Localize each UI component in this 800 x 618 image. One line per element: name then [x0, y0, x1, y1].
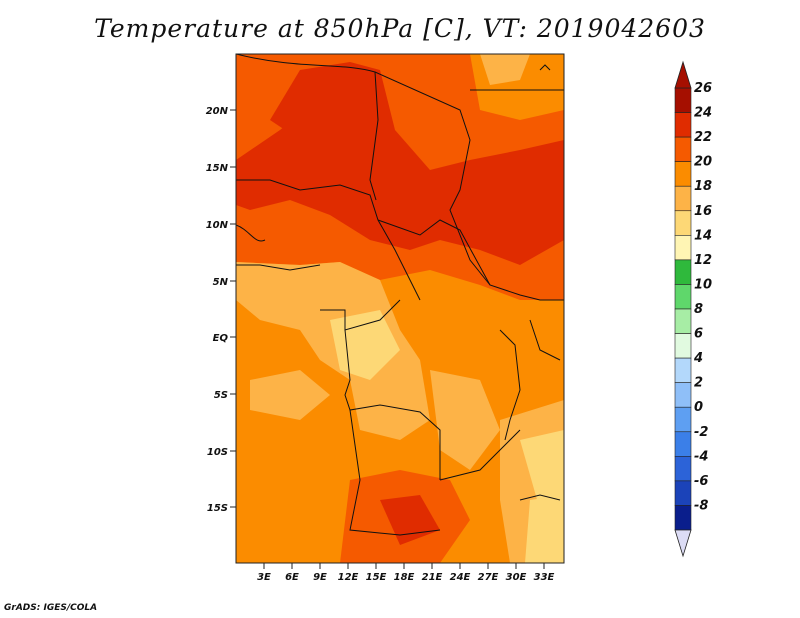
colorbar-segment — [674, 284, 692, 310]
colorbar-segment — [674, 259, 692, 285]
colorbar-label: 6 — [694, 327, 703, 342]
temperature-map — [236, 54, 564, 563]
latitude-axis — [230, 109, 236, 508]
lon-label-33e: 33E — [534, 572, 555, 583]
colorbar-label: 0 — [694, 400, 703, 415]
lon-label-12e: 12E — [338, 572, 359, 583]
colorbar-segment — [674, 382, 692, 408]
colorbar-label: 18 — [694, 179, 712, 194]
colorbar-label: 22 — [694, 130, 712, 145]
colorbar-segment — [674, 185, 692, 212]
colorbar-label: 26 — [694, 81, 712, 96]
colorbar-segment — [674, 431, 692, 457]
colorbar-label: 4 — [693, 351, 703, 366]
colorbar-label: -4 — [694, 449, 708, 464]
lat-label-5s: 5S — [214, 390, 228, 401]
colorbar-segment — [674, 333, 692, 359]
colorbar-top-arrow — [674, 60, 692, 89]
lat-label-10s: 10S — [207, 447, 228, 458]
colorbar-label: 24 — [694, 106, 712, 121]
lon-label-9e: 9E — [313, 572, 327, 583]
map-title: Temperature at 850hPa [C], VT: 201904260… — [94, 14, 706, 43]
colorbar-label: 14 — [694, 228, 712, 243]
colorbar-label: 12 — [694, 253, 712, 268]
lat-label-20n: 20N — [206, 106, 229, 117]
colorbar-label: -2 — [694, 425, 708, 440]
credit-text: GrADS: IGES/COLA — [4, 603, 98, 613]
colorbar-segment — [674, 87, 692, 113]
colorbar-label: -8 — [694, 498, 708, 513]
lon-label-3e: 3E — [257, 572, 271, 583]
lon-label-15e: 15E — [366, 572, 387, 583]
colorbar-label: 20 — [694, 155, 712, 170]
colorbar-bottom-arrow — [674, 529, 692, 558]
lon-label-24e: 24E — [450, 572, 471, 583]
colorbar-segment — [674, 308, 692, 334]
lat-label-10n: 10N — [206, 220, 229, 231]
colorbar-segment — [674, 235, 692, 261]
lon-label-27e: 27E — [478, 572, 499, 583]
colorbar-segment — [674, 357, 692, 383]
colorbar-label: 16 — [694, 204, 712, 219]
lon-label-18e: 18E — [394, 572, 415, 583]
colorbar-segment — [674, 505, 692, 531]
colorbar-segment — [674, 161, 692, 187]
colorbar-label: -6 — [694, 474, 708, 489]
colorbar-segment — [674, 136, 692, 162]
lat-label-eq: EQ — [213, 333, 229, 344]
lat-label-15n: 15N — [206, 163, 229, 174]
colorbar-label: 10 — [694, 277, 712, 292]
longitude-axis — [263, 563, 545, 569]
lat-label-5n: 5N — [213, 277, 229, 288]
lon-label-21e: 21E — [422, 572, 443, 583]
lon-label-6e: 6E — [285, 572, 299, 583]
colorbar-segment — [674, 210, 692, 236]
lon-label-30e: 30E — [506, 572, 527, 583]
colorbar-label: 2 — [694, 376, 703, 391]
colorbar-label: 8 — [694, 302, 703, 317]
colorbar-segment — [674, 456, 692, 482]
colorbar-segment — [674, 112, 692, 138]
colorbar-segment — [674, 406, 692, 433]
colorbar-segment — [674, 480, 692, 506]
lat-label-15s: 15S — [207, 503, 228, 514]
